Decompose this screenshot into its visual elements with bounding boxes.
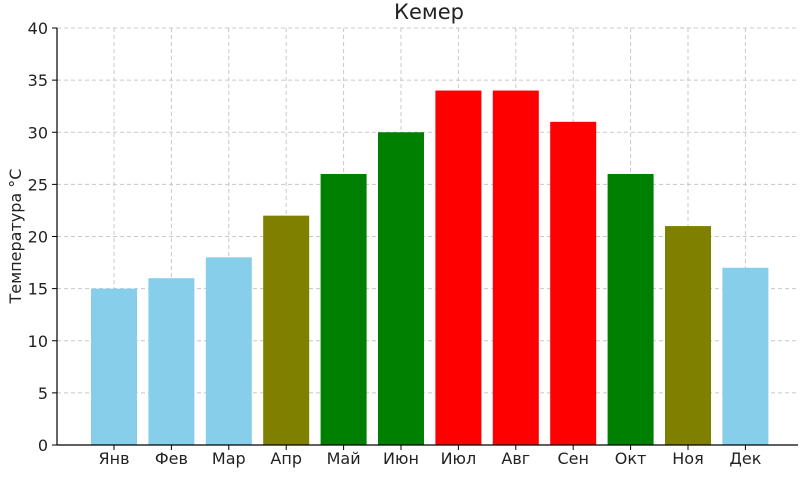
bar-8 [492,90,539,446]
bar-9 [550,121,597,445]
x-tick-label: Май [327,449,361,468]
bar-2 [148,278,195,445]
bar-11 [665,226,711,445]
axes [52,27,798,450]
tick-labels: 0 5 10 15 20 25 30 35 40 Янв Фев Мар Апр Май Июн Июл Авг… [28,19,762,468]
x-tick-label: Апр [270,449,302,468]
bar-6 [378,132,424,445]
y-tick-label: 35 [28,71,48,90]
y-axis-label: Температура °C [6,169,25,305]
x-tick-label: Янв [98,449,129,468]
y-tick-label: 10 [28,332,48,351]
x-tick-label: Фев [155,449,188,468]
y-tick-label: 15 [28,280,48,299]
bars [91,90,769,446]
bar-4 [263,215,310,445]
y-tick-label: 30 [28,123,48,142]
x-tick-label: Окт [615,449,647,468]
x-tick-label: Июн [383,449,419,468]
bar-12 [722,267,769,445]
x-tick-label: Мар [212,449,246,468]
x-tick-label: Сен [557,449,588,468]
x-tick-label: Ноя [672,449,703,468]
bar-1 [91,288,137,445]
bar-10 [607,173,654,445]
y-tick-label: 5 [38,384,48,403]
y-tick-label: 25 [28,175,48,194]
y-tick-label: 0 [38,436,48,455]
bar-7 [435,90,482,446]
x-tick-label: Дек [729,449,761,468]
x-tick-label: Июл [441,449,477,468]
y-tick-label: 20 [28,228,48,247]
bar-5 [320,173,367,445]
x-tick-label: Авг [501,449,530,468]
chart-title: Кемер [394,0,464,24]
y-tick-label: 40 [28,19,48,38]
bar-3 [205,257,252,445]
